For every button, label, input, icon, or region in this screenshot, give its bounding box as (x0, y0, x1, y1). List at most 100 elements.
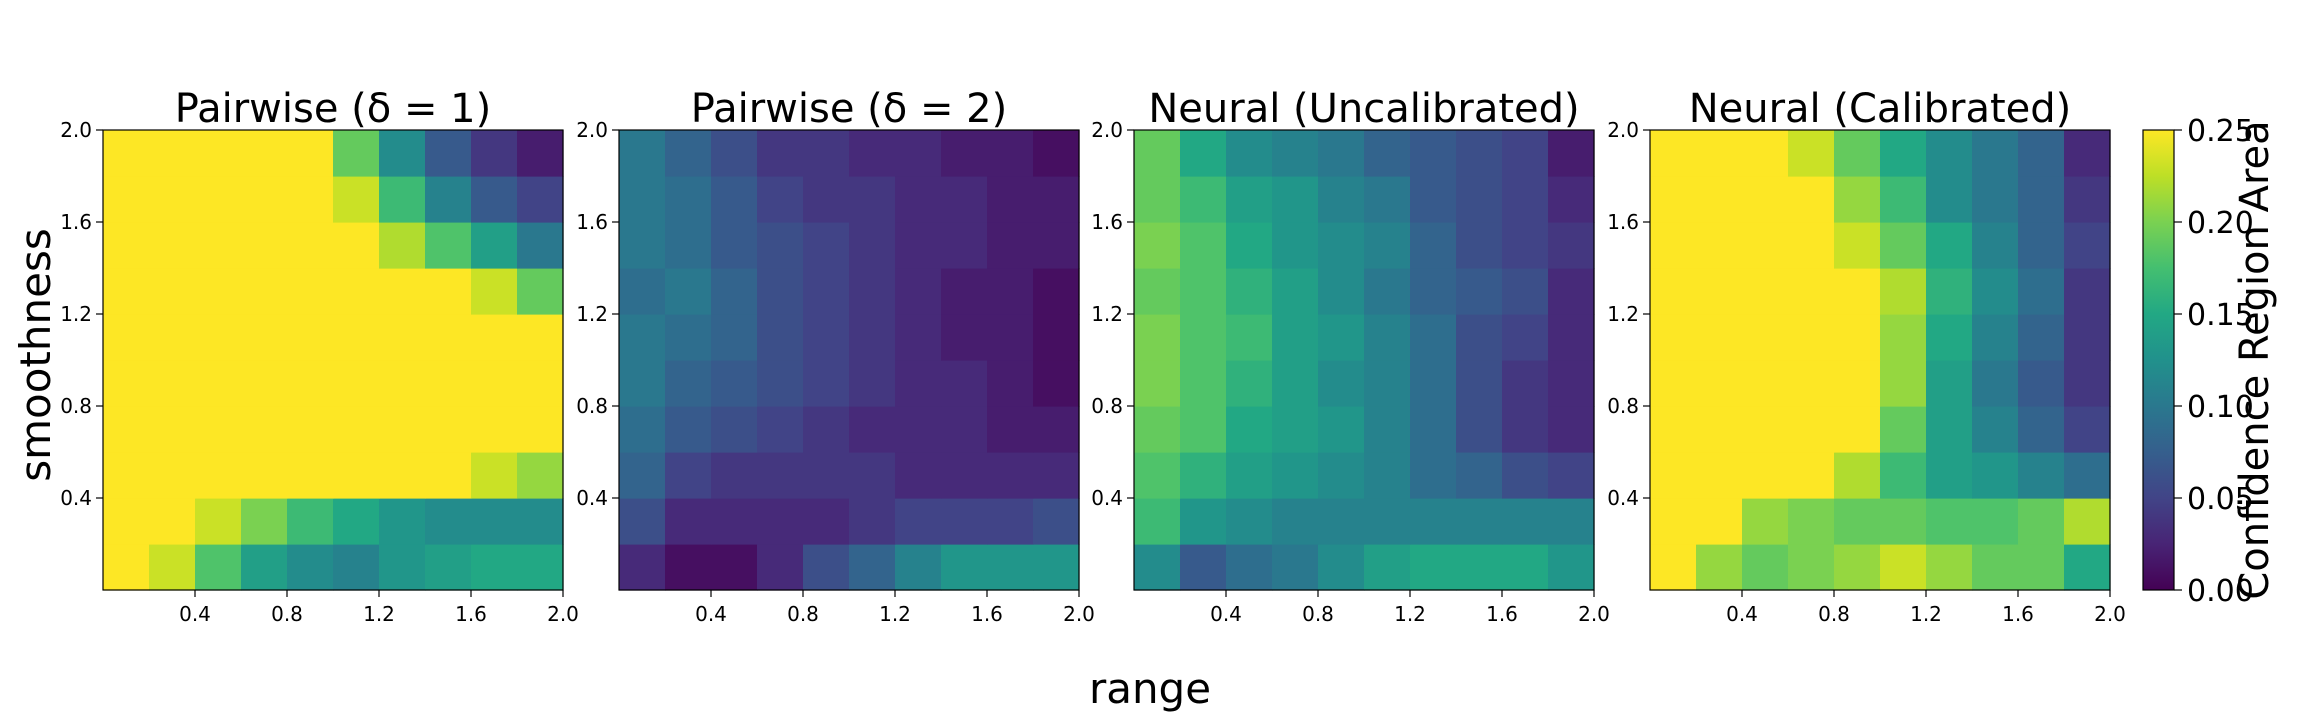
heatmap-cell (757, 130, 804, 177)
y-tick-label: 1.6 (1091, 210, 1123, 234)
heatmap-cell (241, 222, 288, 269)
heatmap-cell (1134, 406, 1181, 453)
heatmap-cell (665, 176, 712, 223)
heatmap-cell (619, 544, 666, 591)
heatmap-cell (895, 268, 942, 315)
heatmap-cell (1788, 176, 1835, 223)
heatmap-cell (1834, 406, 1881, 453)
heatmap-cell (1742, 544, 1789, 591)
heatmap-cell (1696, 498, 1743, 545)
heatmap-cell (619, 268, 666, 315)
heatmap-cell (1272, 268, 1319, 315)
heatmap-cell (241, 406, 288, 453)
heatmap-cell (149, 544, 196, 591)
heatmap-cell (1272, 452, 1319, 499)
heatmap-panel-4: Neural (Calibrated) 0.4 0.8 1.2 1.6 2.0 0.4 0.8… (1607, 86, 2126, 626)
heatmap-cell (757, 268, 804, 315)
heatmap-cell (1033, 176, 1080, 223)
heatmap-cell (1318, 130, 1365, 177)
y-axis-label: smoothness (11, 228, 60, 482)
heatmap-cell (665, 544, 712, 591)
heatmap-cell (1410, 544, 1457, 591)
heatmap-cell (471, 176, 518, 223)
heatmap-cell (1548, 176, 1595, 223)
heatmap-cell (1134, 544, 1181, 591)
heatmap-cell (2064, 130, 2111, 177)
heatmap-cell (1226, 406, 1273, 453)
heatmap-cell (895, 544, 942, 591)
heatmap-cell (619, 498, 666, 545)
heatmap-cell (379, 176, 426, 223)
heatmap-cell (849, 268, 896, 315)
heatmap-cell (1456, 406, 1503, 453)
heatmap-cell (619, 452, 666, 499)
heatmap-cell (1742, 406, 1789, 453)
heatmap-cell (425, 544, 472, 591)
heatmap-cell (195, 406, 242, 453)
heatmap-cell (711, 544, 758, 591)
heatmap-cell (149, 314, 196, 361)
heatmap-cell (2064, 406, 2111, 453)
heatmap-cell (1834, 314, 1881, 361)
heatmap-cell (2064, 360, 2111, 407)
heatmap-cell (1318, 268, 1365, 315)
heatmap-cell (1696, 130, 1743, 177)
x-tick-label: 2.0 (1578, 602, 1610, 626)
x-tick-label: 1.6 (971, 602, 1003, 626)
heatmap-cell (1972, 268, 2019, 315)
heatmap-cell (103, 268, 150, 315)
heatmap-cell (1180, 452, 1227, 499)
heatmap-cell (1226, 314, 1273, 361)
heatmap-cell (1033, 544, 1080, 591)
heatmap-cell (803, 176, 850, 223)
heatmap-cell (757, 176, 804, 223)
heatmap-cell (379, 452, 426, 499)
heatmap-cell (149, 360, 196, 407)
heatmap-cell (287, 222, 334, 269)
y-tick-label: 0.8 (576, 394, 608, 418)
heatmap-cell (149, 268, 196, 315)
heatmap-cell (1880, 268, 1927, 315)
heatmap-panel-3: Neural (Uncalibrated) 0.4 0.8 1.2 1.6 2.0 0.4 0… (1091, 86, 1610, 626)
heatmap-cell (1318, 222, 1365, 269)
colorbar-tick-label: 0.25 (2187, 114, 2254, 149)
y-tick-label: 1.6 (576, 210, 608, 234)
heatmap-cell (1788, 360, 1835, 407)
heatmap-cell (849, 406, 896, 453)
heatmap-cell (1033, 130, 1080, 177)
heatmap-cell (1834, 268, 1881, 315)
heatmap-cell (1134, 314, 1181, 361)
heatmap-cell (517, 452, 564, 499)
heatmap-cell (941, 406, 988, 453)
y-tick-label: 0.4 (60, 486, 92, 510)
heatmap-cell (1742, 498, 1789, 545)
heatmap-cell (1834, 452, 1881, 499)
heatmap-cell (757, 222, 804, 269)
heatmap-cell (941, 268, 988, 315)
heatmap-cell (1972, 360, 2019, 407)
heatmap-cell (803, 544, 850, 591)
heatmap-cell (849, 360, 896, 407)
heatmap-cell (2018, 268, 2065, 315)
heatmap-cell (849, 498, 896, 545)
heatmap-cell (1502, 268, 1549, 315)
heatmap-cell (149, 130, 196, 177)
heatmap-cell (2064, 452, 2111, 499)
heatmap-cell (987, 268, 1034, 315)
heatmap-cell (619, 314, 666, 361)
heatmap-cell (757, 498, 804, 545)
colorbar-tick-label: 0.20 (2187, 206, 2254, 241)
heatmap-cell (1834, 176, 1881, 223)
heatmap-cell (1834, 498, 1881, 545)
x-tick-label: 1.2 (363, 602, 395, 626)
heatmap-cell (1180, 176, 1227, 223)
heatmap-cell (895, 360, 942, 407)
heatmap-cell (517, 130, 564, 177)
heatmap-cell (471, 314, 518, 361)
heatmap-cell (1180, 544, 1227, 591)
heatmap-cell (1456, 544, 1503, 591)
heatmap-cell (1834, 360, 1881, 407)
heatmap-cell (1033, 268, 1080, 315)
heatmap-cell (1410, 406, 1457, 453)
heatmap-cell (2064, 498, 2111, 545)
